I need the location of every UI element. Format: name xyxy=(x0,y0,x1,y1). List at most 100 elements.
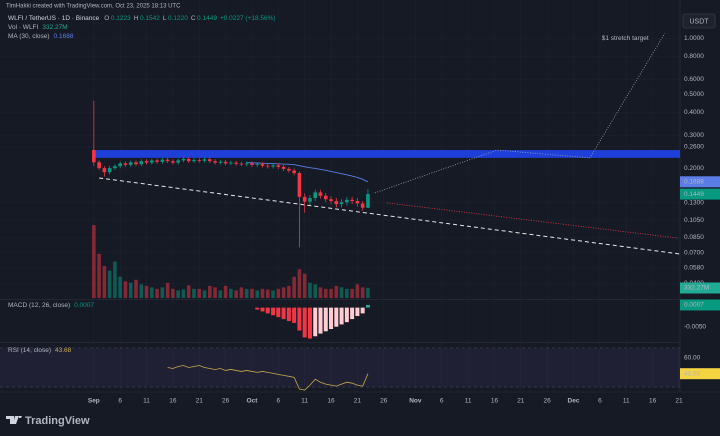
volume-bar xyxy=(355,284,360,298)
candle-body xyxy=(260,164,265,166)
rsi-tag: 43.68 xyxy=(684,370,701,377)
candle-body xyxy=(276,165,281,167)
volume-tag-bg xyxy=(680,282,720,294)
volume-bar xyxy=(118,276,122,298)
price-tag: 0.1449 xyxy=(684,191,704,198)
candle-body xyxy=(150,160,154,163)
candle-body xyxy=(302,196,307,202)
candle-body xyxy=(265,165,270,167)
x-tick-label: 6 xyxy=(598,398,602,405)
candle-body xyxy=(355,201,360,204)
volume-bar xyxy=(308,282,312,298)
x-tick-label: Oct xyxy=(247,398,259,405)
macd-legend: MACD (12, 26, close) 0.0007 xyxy=(8,302,94,309)
plot-layer: Sep 6 11 16 21 26 Oct 6 11 16 21 26 Nov 6 11 16 21 26 Dec 6… xyxy=(0,0,720,405)
rsi-tag-bg xyxy=(680,368,720,380)
candle-body xyxy=(207,159,212,162)
macd-bar xyxy=(365,304,370,308)
candle-body xyxy=(165,159,170,162)
volume-bar xyxy=(339,287,344,298)
candle-body xyxy=(223,161,228,164)
volume-bar xyxy=(239,287,244,298)
candle-body xyxy=(213,161,217,163)
x-tick-label: 16 xyxy=(491,398,499,405)
volume-bar xyxy=(97,253,101,298)
ohlc-key: C xyxy=(191,15,196,22)
symbol: WLFI / TetherUS · 1D · Binance xyxy=(8,15,100,22)
candle-body xyxy=(234,162,238,164)
candle-body xyxy=(134,162,138,165)
volume-bar xyxy=(181,289,186,298)
candle-body xyxy=(107,168,112,173)
candle-body xyxy=(334,201,339,205)
volume-bar xyxy=(192,288,196,298)
candle-body xyxy=(360,203,365,208)
legend-name: MA (30, close) xyxy=(8,33,50,40)
currency-button[interactable] xyxy=(682,13,716,29)
y-tick-label: 60.00 xyxy=(684,354,701,361)
volume-bar xyxy=(123,281,128,298)
candle-body xyxy=(128,162,133,165)
candle-body xyxy=(297,173,302,197)
candle-body xyxy=(97,162,101,169)
x-tick-label: 6 xyxy=(277,398,281,405)
ohlc-value: 0.1220 xyxy=(168,15,188,22)
x-tick-label: 16 xyxy=(169,398,177,405)
y-tick-label: 0.2000 xyxy=(684,165,704,172)
volume-bar xyxy=(292,276,296,298)
x-tick-label: 11 xyxy=(301,398,308,405)
y-tick-label: 0.5000 xyxy=(684,91,704,98)
y-tick-label: 0.4000 xyxy=(684,109,704,116)
volume-bar xyxy=(160,287,165,298)
candle-body xyxy=(318,192,323,196)
candle-body xyxy=(186,158,191,162)
y-tick-label: -0.0050 xyxy=(684,323,706,330)
y-tick-label: 0.6000 xyxy=(684,76,704,83)
x-tick-label: 26 xyxy=(222,398,230,405)
macd-bar xyxy=(339,307,344,325)
volume-bar xyxy=(197,288,202,298)
candle-body xyxy=(118,163,122,167)
candle-body xyxy=(281,166,286,169)
macd-bar xyxy=(302,307,307,338)
x-tick-label: 6 xyxy=(118,398,122,405)
ohlc-key: H xyxy=(134,15,139,22)
macd-tag: 0.0007 xyxy=(684,302,704,309)
volume-bar xyxy=(287,285,291,298)
candle-body xyxy=(308,198,312,202)
candle-body xyxy=(102,168,107,173)
candle-body xyxy=(244,163,249,165)
volume-bar xyxy=(360,287,365,298)
volume-bar xyxy=(234,290,238,298)
currency-label[interactable]: USDT xyxy=(689,18,709,25)
candle-body xyxy=(255,164,260,165)
volume-bar xyxy=(102,266,107,298)
volume-bar xyxy=(260,288,265,298)
volume-bar xyxy=(350,288,354,298)
candle-body xyxy=(192,160,196,162)
macd-bar xyxy=(318,307,323,334)
change: +0.0227 (+18.56%) xyxy=(220,15,276,22)
macd-bar xyxy=(350,307,355,320)
ohlc-value: 0.1542 xyxy=(140,15,160,22)
volume-bar xyxy=(323,288,328,298)
rsi-band xyxy=(0,347,680,388)
ohlc-value: 0.1223 xyxy=(111,15,131,22)
rsi-line xyxy=(167,365,369,391)
credit: TimHakki created with TradingView.com, O… xyxy=(6,4,181,10)
volume-bar xyxy=(302,273,307,298)
volume-bar xyxy=(334,285,339,298)
x-tick-label: Nov xyxy=(409,398,422,405)
volume-bar xyxy=(155,288,159,298)
x-tick-label: Sep xyxy=(88,398,100,405)
symbol-legend: WLFI / TetherUS · 1D · Binance O 0.1223 H 0.… xyxy=(8,15,276,22)
y-tick-label: 0.1300 xyxy=(684,200,704,207)
macd-bar xyxy=(344,307,349,323)
volume-bar xyxy=(150,287,154,298)
price-tag-bg xyxy=(680,188,720,200)
macd-bar xyxy=(255,307,260,310)
candle-body xyxy=(202,159,207,161)
brand-logo xyxy=(6,416,22,424)
candle-body xyxy=(155,160,159,162)
